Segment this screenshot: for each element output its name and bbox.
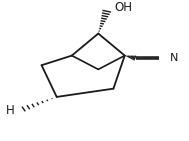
Text: OH: OH xyxy=(114,1,132,14)
Text: H: H xyxy=(5,104,14,117)
Text: N: N xyxy=(170,53,178,63)
